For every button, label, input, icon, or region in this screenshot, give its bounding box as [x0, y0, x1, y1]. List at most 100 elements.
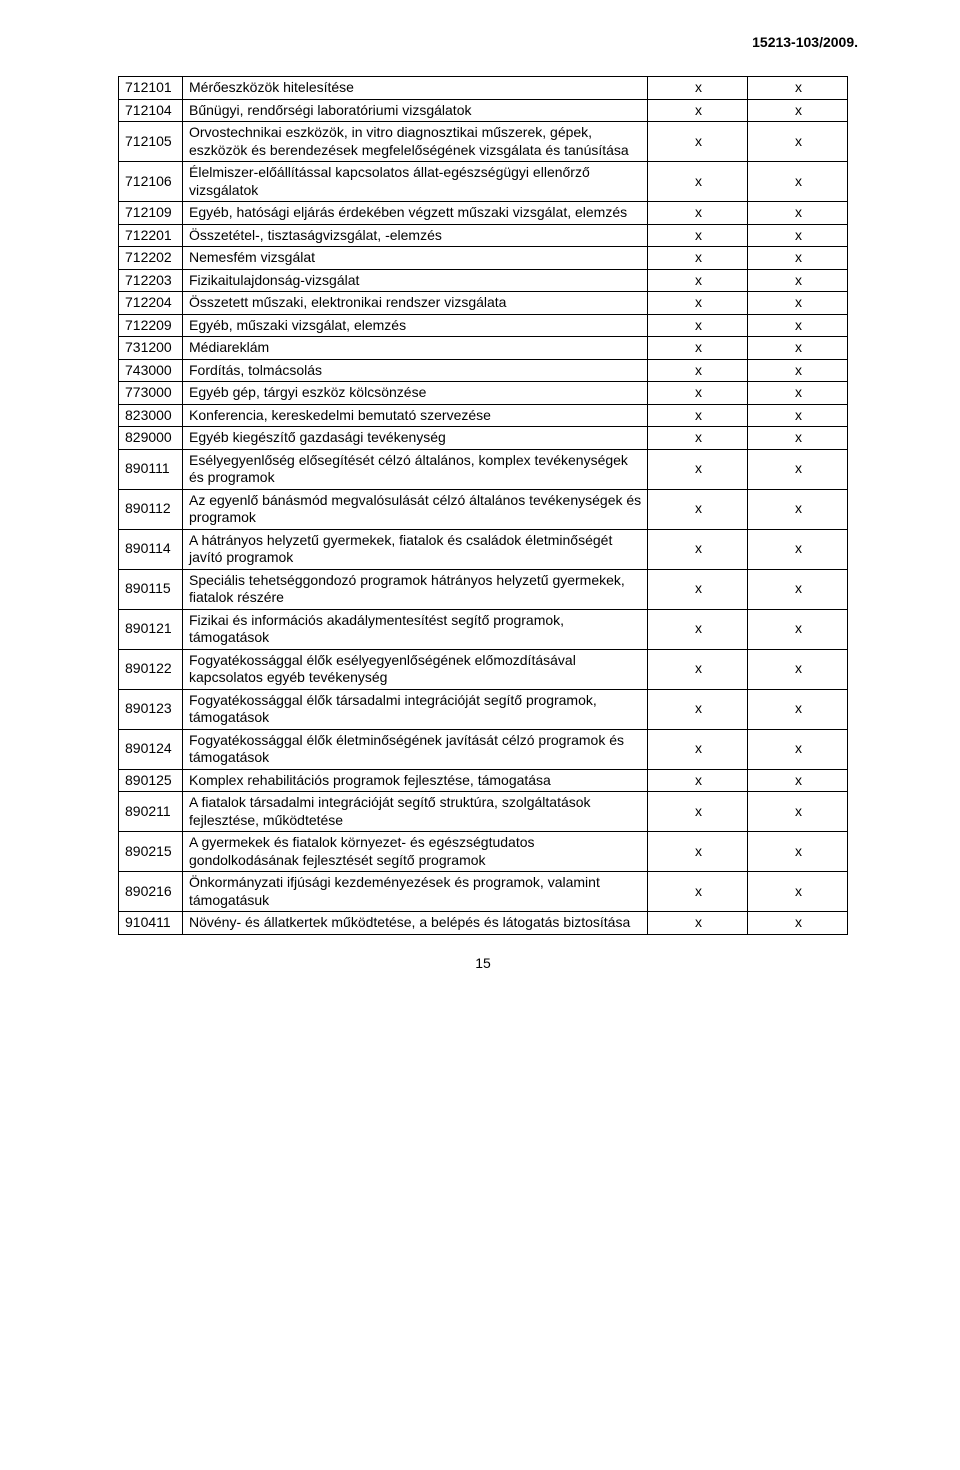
row-description: Élelmiszer-előállítással kapcsolatos áll… — [183, 162, 648, 202]
row-description: A hátrányos helyzetű gyermekek, fiatalok… — [183, 529, 648, 569]
row-code: 712104 — [119, 99, 183, 122]
row-code: 731200 — [119, 337, 183, 360]
row-description: Egyéb kiegészítő gazdasági tevékenység — [183, 427, 648, 450]
row-code: 712101 — [119, 77, 183, 100]
row-description: Fizikaitulajdonság-vizsgálat — [183, 269, 648, 292]
row-code: 773000 — [119, 382, 183, 405]
row-code: 890121 — [119, 609, 183, 649]
row-mark-2: x — [748, 427, 848, 450]
row-mark-2: x — [748, 569, 848, 609]
table-row: 890211A fiatalok társadalmi integrációjá… — [119, 792, 848, 832]
table-row: 743000Fordítás, tolmácsolásxx — [119, 359, 848, 382]
row-mark-1: x — [648, 489, 748, 529]
table-row: 712204Összetett műszaki, elektronikai re… — [119, 292, 848, 315]
row-mark-1: x — [648, 337, 748, 360]
row-mark-1: x — [648, 382, 748, 405]
table-row: 910411Növény- és állatkertek működtetése… — [119, 912, 848, 935]
table-row: 712109Egyéb, hatósági eljárás érdekében … — [119, 202, 848, 225]
table-row: 712202Nemesfém vizsgálatxx — [119, 247, 848, 270]
row-code: 712203 — [119, 269, 183, 292]
row-mark-1: x — [648, 162, 748, 202]
row-description: Növény- és állatkertek működtetése, a be… — [183, 912, 648, 935]
row-mark-2: x — [748, 912, 848, 935]
row-mark-2: x — [748, 314, 848, 337]
row-mark-2: x — [748, 77, 848, 100]
table-row: 890115Speciális tehetséggondozó programo… — [119, 569, 848, 609]
row-description: Összetétel-, tisztaságvizsgálat, -elemzé… — [183, 224, 648, 247]
row-description: Önkormányzati ifjúsági kezdeményezések é… — [183, 872, 648, 912]
row-description: Konferencia, kereskedelmi bemutató szerv… — [183, 404, 648, 427]
table-row: 823000Konferencia, kereskedelmi bemutató… — [119, 404, 848, 427]
row-code: 712109 — [119, 202, 183, 225]
row-mark-1: x — [648, 649, 748, 689]
row-code: 712204 — [119, 292, 183, 315]
row-description: Médiareklám — [183, 337, 648, 360]
row-mark-1: x — [648, 99, 748, 122]
row-mark-1: x — [648, 314, 748, 337]
row-description: Fogyatékossággal élők esélyegyenlőségéne… — [183, 649, 648, 689]
row-code: 890115 — [119, 569, 183, 609]
row-mark-2: x — [748, 832, 848, 872]
page-number: 15 — [118, 955, 848, 995]
row-mark-1: x — [648, 224, 748, 247]
row-mark-2: x — [748, 649, 848, 689]
row-mark-1: x — [648, 292, 748, 315]
row-mark-2: x — [748, 609, 848, 649]
row-description: A gyermekek és fiatalok környezet- és eg… — [183, 832, 648, 872]
row-mark-2: x — [748, 529, 848, 569]
row-mark-1: x — [648, 609, 748, 649]
row-description: Mérőeszközök hitelesítése — [183, 77, 648, 100]
row-mark-2: x — [748, 99, 848, 122]
row-mark-1: x — [648, 912, 748, 935]
table-row: 890216Önkormányzati ifjúsági kezdeményez… — [119, 872, 848, 912]
row-description: Speciális tehetséggondozó programok hátr… — [183, 569, 648, 609]
row-code: 890124 — [119, 729, 183, 769]
row-mark-2: x — [748, 337, 848, 360]
table-row: 829000Egyéb kiegészítő gazdasági tevéken… — [119, 427, 848, 450]
row-code: 890122 — [119, 649, 183, 689]
row-mark-1: x — [648, 769, 748, 792]
row-description: Egyéb, hatósági eljárás érdekében végzet… — [183, 202, 648, 225]
row-mark-1: x — [648, 77, 748, 100]
table-row: 890123Fogyatékossággal élők társadalmi i… — [119, 689, 848, 729]
row-mark-1: x — [648, 404, 748, 427]
row-mark-1: x — [648, 729, 748, 769]
row-mark-1: x — [648, 202, 748, 225]
row-mark-1: x — [648, 569, 748, 609]
table-row: 890114A hátrányos helyzetű gyermekek, fi… — [119, 529, 848, 569]
table-row: 773000Egyéb gép, tárgyi eszköz kölcsönzé… — [119, 382, 848, 405]
row-code: 890216 — [119, 872, 183, 912]
row-mark-1: x — [648, 122, 748, 162]
row-description: A fiatalok társadalmi integrációját segí… — [183, 792, 648, 832]
row-mark-2: x — [748, 449, 848, 489]
row-mark-1: x — [648, 872, 748, 912]
row-mark-1: x — [648, 427, 748, 450]
row-mark-1: x — [648, 247, 748, 270]
row-mark-1: x — [648, 689, 748, 729]
row-mark-1: x — [648, 269, 748, 292]
row-mark-1: x — [648, 792, 748, 832]
row-mark-2: x — [748, 382, 848, 405]
row-mark-2: x — [748, 359, 848, 382]
table-row: 890215A gyermekek és fiatalok környezet-… — [119, 832, 848, 872]
activity-table: 712101Mérőeszközök hitelesítésexx712104B… — [118, 76, 848, 935]
row-mark-1: x — [648, 359, 748, 382]
row-code: 890215 — [119, 832, 183, 872]
row-code: 712106 — [119, 162, 183, 202]
row-code: 712201 — [119, 224, 183, 247]
table-row: 712104Bűnügyi, rendőrségi laboratóriumi … — [119, 99, 848, 122]
row-mark-2: x — [748, 224, 848, 247]
row-mark-2: x — [748, 729, 848, 769]
table-row: 890125Komplex rehabilitációs programok f… — [119, 769, 848, 792]
row-description: Bűnügyi, rendőrségi laboratóriumi vizsgá… — [183, 99, 648, 122]
row-code: 712209 — [119, 314, 183, 337]
row-description: Fizikai és információs akadálymentesítés… — [183, 609, 648, 649]
row-mark-2: x — [748, 202, 848, 225]
table-row: 712105Orvostechnikai eszközök, in vitro … — [119, 122, 848, 162]
row-code: 712105 — [119, 122, 183, 162]
row-code: 890123 — [119, 689, 183, 729]
row-description: Egyéb gép, tárgyi eszköz kölcsönzése — [183, 382, 648, 405]
row-description: Az egyenlő bánásmód megvalósulását célzó… — [183, 489, 648, 529]
row-description: Esélyegyenlőség elősegítését célzó által… — [183, 449, 648, 489]
table-row: 731200Médiareklámxx — [119, 337, 848, 360]
